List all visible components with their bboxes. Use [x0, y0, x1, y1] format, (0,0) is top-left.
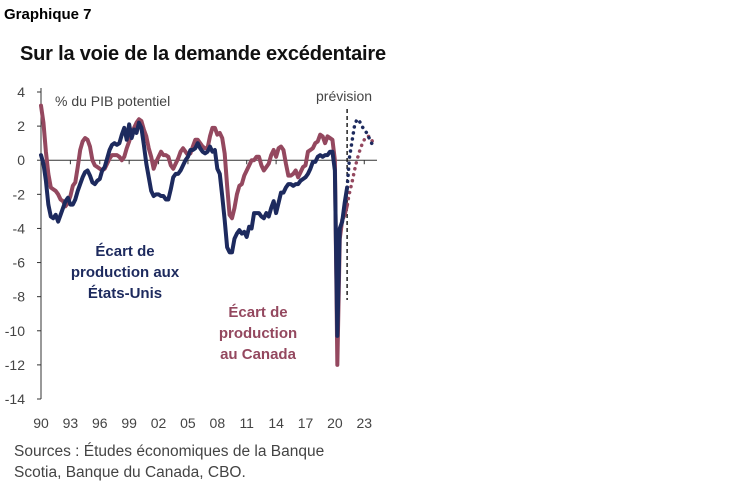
- y-tick-label: -10: [5, 323, 25, 339]
- y-tick-label: -12: [5, 357, 25, 373]
- y-tick-label: -8: [13, 289, 26, 305]
- x-tick-label: 90: [33, 415, 49, 431]
- forecast-label: prévision: [316, 88, 372, 104]
- x-tick-label: 14: [268, 415, 284, 431]
- x-axis: 90 93 96 99 02 05 08 11 14 17 20 23: [33, 109, 377, 431]
- series-label-line: États-Unis: [88, 285, 162, 302]
- series-label-line: au Canada: [220, 346, 297, 363]
- us-actual-line: [39, 120, 350, 338]
- x-tick-label: 08: [210, 415, 226, 431]
- chart-title: Sur la voie de la demande excédentaire: [20, 43, 386, 65]
- canada-series-label: Écart de production au Canada: [219, 304, 297, 363]
- y-tick-label: -2: [13, 186, 26, 202]
- x-tick-label: 93: [63, 415, 79, 431]
- graph-number-label: Graphique 7: [4, 6, 92, 23]
- series-label-line: Écart de: [228, 304, 287, 321]
- x-tick-label: 20: [327, 415, 343, 431]
- series-lines: [39, 103, 376, 367]
- y-tick-label: -4: [13, 220, 26, 236]
- y-axis-unit-label: % du PIB potentiel: [55, 93, 170, 109]
- sources-line-1: Sources : Études économiques de la Banqu…: [14, 443, 325, 460]
- us-forecast-dotted-line: [345, 116, 376, 190]
- us-series-label: Écart de production aux États-Unis: [71, 243, 180, 302]
- y-axis: 4 2 0 -2 -4 -6 -8 -10 -12 -14: [5, 84, 42, 407]
- x-tick-label: 17: [298, 415, 314, 431]
- canada-actual-line: [39, 103, 350, 367]
- y-tick-label: 0: [17, 152, 25, 168]
- x-tick-label: 96: [92, 415, 108, 431]
- x-tick-label: 11: [239, 415, 254, 431]
- x-tick-label: 02: [151, 415, 167, 431]
- y-tick-label: -6: [13, 255, 26, 271]
- x-tick-label: 23: [356, 415, 372, 431]
- y-tick-label: 4: [17, 84, 25, 100]
- series-label-line: Écart de: [95, 243, 154, 260]
- y-tick-label: 2: [17, 118, 25, 134]
- series-label-line: production: [219, 325, 297, 342]
- y-tick-label: -14: [5, 391, 25, 407]
- sources-line-2: Scotia, Banque du Canada, CBO.: [14, 464, 246, 481]
- x-tick-label: 05: [180, 415, 196, 431]
- series-label-line: production aux: [71, 264, 180, 281]
- x-tick-label: 99: [121, 415, 137, 431]
- sources-note: Sources : Études économiques de la Banqu…: [14, 441, 374, 483]
